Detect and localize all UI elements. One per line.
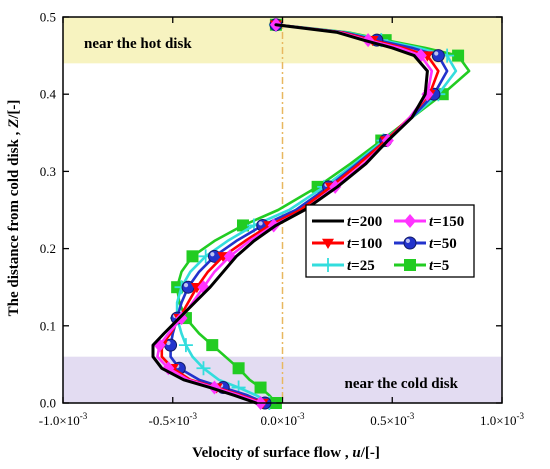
series-marker bbox=[403, 236, 417, 250]
y-tick-label: 0.2 bbox=[40, 241, 56, 256]
series-marker bbox=[178, 338, 193, 353]
band-label-0: near the hot disk bbox=[84, 36, 192, 52]
series-marker bbox=[404, 214, 416, 228]
marker-highlight bbox=[434, 51, 439, 56]
series-marker bbox=[186, 250, 199, 263]
band-labels: near the hot disk near the cold disk bbox=[84, 36, 459, 392]
y-tick-label: 0.3 bbox=[40, 164, 56, 179]
legend-entry-t=100: t=100 bbox=[312, 236, 382, 252]
y-tick-label: 0.5 bbox=[40, 10, 56, 25]
series-line bbox=[156, 23, 434, 405]
legend-label: t=25 bbox=[347, 258, 375, 274]
series-marker bbox=[236, 219, 249, 232]
x-tick-label: 1.0×10-3 bbox=[480, 411, 525, 428]
series-marker bbox=[321, 258, 335, 272]
y-tick-label: 0.0 bbox=[40, 396, 56, 411]
tick-labels: -1.0×10-3 -0.5×10-3 0.0×10-3 0.5×10-3 1.0×10… bbox=[39, 10, 525, 429]
marker-highlight bbox=[183, 283, 189, 288]
marker-highlight bbox=[210, 252, 215, 257]
y-tick-label: 0.4 bbox=[40, 87, 57, 102]
x-tick-label: -1.0×10-3 bbox=[39, 411, 88, 428]
series-line bbox=[175, 23, 458, 405]
legend-label: t=200 bbox=[347, 214, 382, 230]
legend-entry-t=50: t=50 bbox=[394, 236, 457, 252]
x-tick-label: 0.0×10-3 bbox=[260, 411, 305, 428]
x-axis-label: Velocity of surface flow , u/[-] bbox=[192, 445, 380, 461]
legend-label: t=150 bbox=[429, 214, 464, 230]
series-marker bbox=[404, 259, 416, 271]
y-axis-label: The distance from cold disk , Z/[-] bbox=[6, 100, 22, 317]
x-tick-label: -0.5×10-3 bbox=[149, 411, 198, 428]
legend-entry-t=200: t=200 bbox=[312, 214, 382, 230]
series-marker bbox=[322, 238, 334, 249]
marker-highlight bbox=[405, 238, 410, 243]
series-marker bbox=[431, 49, 445, 63]
y-tick-label: 0.1 bbox=[40, 318, 56, 333]
legend-label: t=50 bbox=[429, 236, 457, 252]
legend-entry-t=5: t=5 bbox=[394, 258, 449, 274]
series-marker bbox=[254, 381, 267, 394]
series-layer bbox=[151, 17, 471, 410]
series-marker bbox=[452, 49, 465, 62]
marker-highlight bbox=[258, 221, 263, 226]
series-t=200 bbox=[151, 23, 429, 405]
x-tick-label: 0.5×10-3 bbox=[370, 411, 415, 428]
legend-label: t=100 bbox=[347, 236, 382, 252]
series-line bbox=[151, 23, 429, 405]
legend-entry-t=150: t=150 bbox=[394, 214, 464, 230]
series-marker bbox=[196, 361, 211, 376]
marker-highlight bbox=[166, 340, 171, 346]
series-marker bbox=[232, 362, 245, 375]
legend-entry-t=25: t=25 bbox=[312, 258, 375, 274]
legend: t=200 t=150 t=100 t=50 t=25 t=5 bbox=[305, 204, 475, 278]
band-label-1: near the cold disk bbox=[345, 376, 459, 392]
series-marker bbox=[206, 339, 219, 352]
legend-label: t=5 bbox=[429, 258, 449, 274]
plot-frame bbox=[62, 16, 503, 404]
